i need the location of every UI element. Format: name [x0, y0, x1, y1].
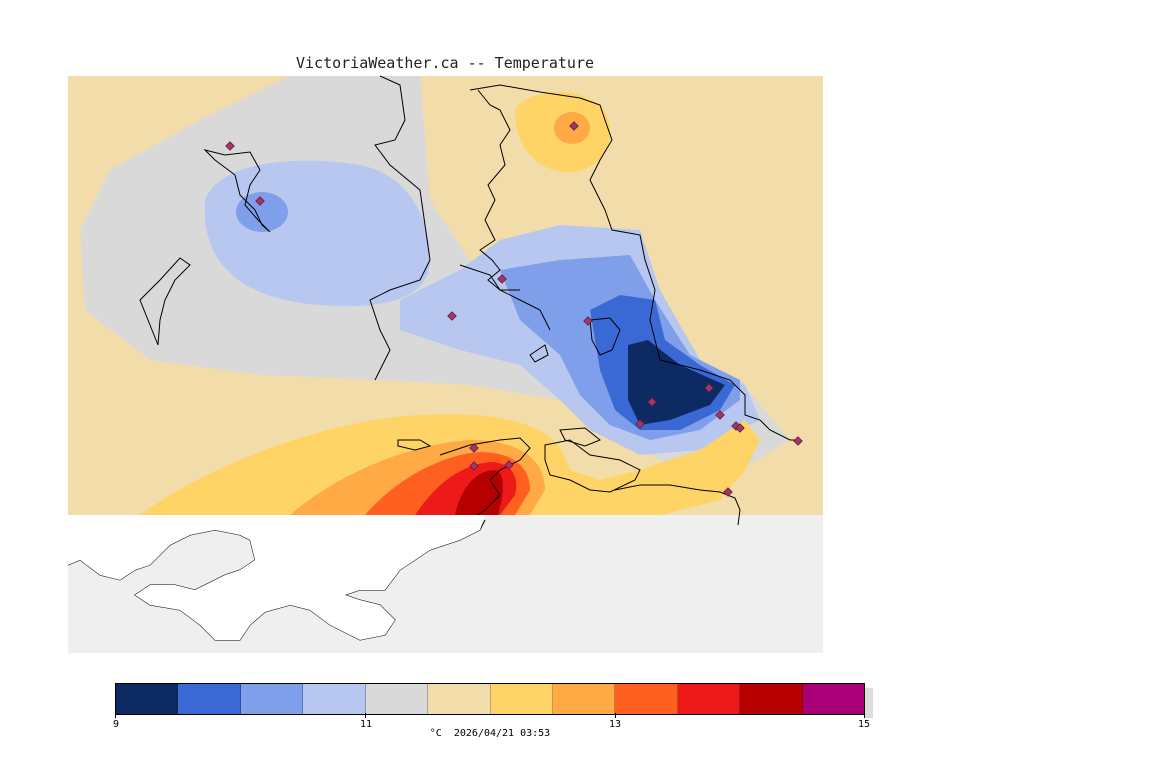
colorbar-shadow	[865, 688, 873, 718]
colorbar-tick	[115, 713, 116, 718]
contour-band-12b-north	[478, 90, 605, 200]
station-marker[interactable]	[469, 443, 479, 453]
station-marker[interactable]	[225, 141, 235, 151]
station-marker[interactable]	[647, 397, 657, 407]
station-marker[interactable]	[497, 274, 507, 284]
colorbar	[115, 683, 865, 715]
colorbar-swatch	[428, 684, 491, 714]
map-title: VictoriaWeather.ca -- Temperature	[296, 54, 595, 72]
colorbar-swatch	[303, 684, 366, 714]
station-marker[interactable]	[635, 419, 645, 429]
station-marker[interactable]	[583, 316, 593, 326]
colorbar-swatch	[740, 684, 803, 714]
station-marker[interactable]	[447, 311, 457, 321]
coastline-west-channel	[369, 75, 431, 381]
colorbar-tick	[615, 713, 616, 718]
colorbar-tick	[365, 713, 366, 718]
colorbar-swatch	[178, 684, 241, 714]
station-marker[interactable]	[704, 383, 714, 393]
station-marker[interactable]	[504, 460, 514, 470]
colorbar-caption: °C 2026/04/21 03:53	[429, 728, 551, 739]
coastline-east-channel	[469, 84, 800, 441]
station-marker[interactable]	[715, 410, 725, 420]
contour-fill-layer	[68, 76, 823, 515]
station-marker[interactable]	[255, 196, 265, 206]
coastline-south-island	[544, 439, 641, 493]
station-marker[interactable]	[793, 436, 803, 446]
colorbar-swatch	[552, 684, 616, 714]
station-marker[interactable]	[469, 461, 479, 471]
colorbar-swatch	[365, 684, 429, 714]
station-marker[interactable]	[735, 423, 745, 433]
colorbar-tick-label: 9	[112, 719, 120, 730]
station-marker[interactable]	[569, 121, 579, 131]
colorbar-tick	[864, 713, 865, 718]
colorbar-swatch	[677, 684, 741, 714]
coastline-small-island	[559, 427, 601, 447]
contour-band-9-west	[236, 192, 288, 232]
coastline-island-west	[139, 257, 191, 346]
coastline-peninsula-north	[477, 89, 520, 291]
coastline-islet-south	[397, 439, 432, 451]
southern-landmass	[68, 515, 485, 640]
colorbar-tick-label: 13	[608, 719, 622, 730]
coastline-lake	[589, 317, 621, 356]
coastline-bay	[459, 264, 551, 331]
coastline-layer	[67, 75, 800, 641]
colorbar-swatch	[490, 684, 553, 714]
station-marker[interactable]	[723, 487, 733, 497]
colorbar-tick-label: 15	[857, 719, 871, 730]
coastline-islet	[529, 344, 549, 363]
coastline-south-point	[439, 437, 531, 521]
colorbar-swatch	[240, 684, 304, 714]
colorbar-swatch	[116, 684, 179, 714]
colorbar-tick-label: 11	[359, 719, 373, 730]
station-markers	[225, 121, 803, 497]
colorbar-swatch	[615, 684, 678, 714]
coastline-inlet	[203, 149, 271, 233]
colorbar-swatch	[802, 684, 865, 714]
coastline-southeast	[614, 484, 741, 526]
